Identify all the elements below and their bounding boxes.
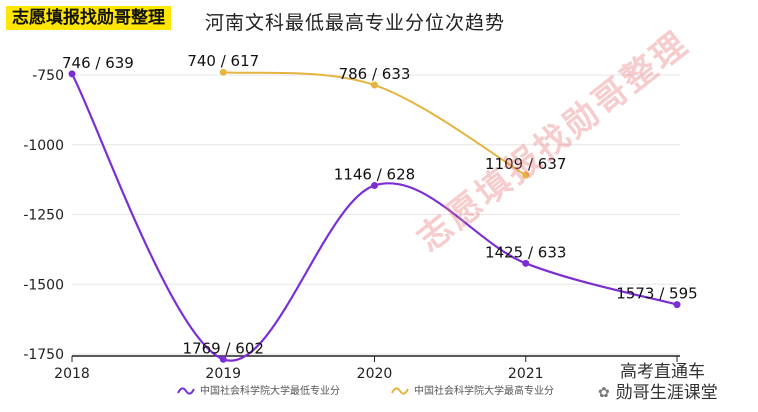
x-tick-label: 2018 xyxy=(54,366,90,382)
data-label: 786 / 633 xyxy=(339,65,411,83)
wechat-account-name: 高考直通车 xyxy=(620,362,705,382)
point-low xyxy=(219,355,227,363)
point-low xyxy=(371,181,378,189)
legend-swatch xyxy=(177,387,195,395)
point-low xyxy=(673,301,681,309)
data-label: 746 / 639 xyxy=(62,54,134,72)
y-tick-label: -1000 xyxy=(23,138,64,154)
series-line-low xyxy=(71,73,678,362)
data-label: 740 / 617 xyxy=(187,52,259,70)
wechat-icon: ✿ xyxy=(598,385,610,401)
data-label: 1146 / 628 xyxy=(334,165,415,183)
source-badge: 志愿填报找勋哥整理 xyxy=(6,6,171,30)
x-tick-label: 2020 xyxy=(357,366,393,382)
wechat-row: ✿ 勋哥生涯课堂 xyxy=(598,382,718,404)
point-high xyxy=(371,81,378,89)
x-tick-label: 2021 xyxy=(508,366,544,382)
y-tick-label: -1250 xyxy=(23,208,64,224)
point-high xyxy=(219,68,227,76)
data-label: 1573 / 595 xyxy=(616,285,697,303)
data-label: 1109 / 637 xyxy=(485,155,566,173)
point-low xyxy=(522,259,530,267)
data-label: 1769 / 602 xyxy=(183,339,264,357)
y-tick-label: -1500 xyxy=(23,277,64,293)
wechat-attribution: 高考直通车 ✿ 勋哥生涯课堂 xyxy=(598,362,718,404)
chart-title: 河南文科最低最高专业分位次趋势 xyxy=(205,12,506,34)
y-tick-label: -1750 xyxy=(23,347,64,363)
point-high xyxy=(522,171,530,179)
legend-label: 中国社会科学院大学最高专业分 xyxy=(414,384,554,397)
data-label: 1425 / 633 xyxy=(485,243,566,261)
legend-swatch xyxy=(391,387,409,395)
legend-label: 中国社会科学院大学最低专业分 xyxy=(200,384,340,397)
wechat-author: 勋哥生涯课堂 xyxy=(615,383,718,403)
y-tick-label: -750 xyxy=(32,68,64,84)
x-tick-label: 2019 xyxy=(205,366,241,382)
point-low xyxy=(68,70,76,78)
